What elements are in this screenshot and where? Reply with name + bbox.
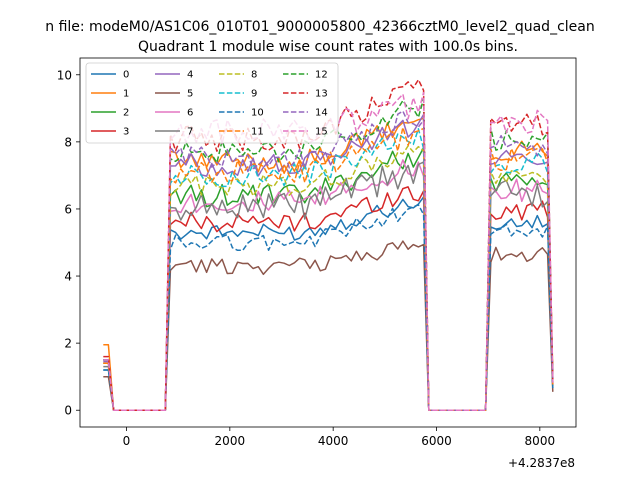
- legend-label-13: 13: [315, 89, 328, 100]
- legend-label-2: 2: [123, 108, 129, 119]
- y-tick-label: 10: [57, 68, 72, 82]
- figure-suptitle: n file: modeM0/AS1C06_010T01_9000005800_…: [45, 19, 594, 35]
- legend-label-10: 10: [251, 108, 264, 119]
- x-axis: 0 2000 4000 6000 8000: [123, 427, 555, 448]
- legend-box: [85, 62, 339, 144]
- legend-label-11: 11: [251, 127, 264, 138]
- legend-label-5: 5: [187, 89, 193, 100]
- series-line-14: [103, 110, 554, 411]
- legend-label-14: 14: [315, 108, 328, 119]
- legend-label-15: 15: [315, 127, 328, 138]
- y-tick-label: 6: [64, 202, 72, 216]
- legend-label-12: 12: [315, 70, 328, 81]
- legend-label-4: 4: [187, 70, 193, 81]
- legend-label-7: 7: [187, 127, 193, 138]
- legend-label-8: 8: [251, 70, 257, 81]
- x-tick-label: 0: [123, 434, 131, 448]
- x-tick-label: 2000: [215, 434, 246, 448]
- chart-title: Quadrant 1 module wise count rates with …: [138, 39, 518, 55]
- plot-area-border: [79, 57, 577, 428]
- y-axis: 0 2 4 6 8 10: [57, 68, 80, 418]
- series-line-11: [103, 126, 554, 411]
- y-tick-label: 8: [64, 135, 72, 149]
- legend-label-3: 3: [123, 127, 129, 138]
- x-tick-label: 6000: [421, 434, 452, 448]
- legend-label-1: 1: [123, 89, 129, 100]
- series-line-10: [103, 204, 554, 411]
- x-tick-label: 4000: [318, 434, 349, 448]
- series-line-12: [103, 98, 554, 411]
- y-tick-label: 0: [64, 404, 72, 418]
- plot-lines: [103, 78, 554, 411]
- legend-label-0: 0: [123, 70, 129, 81]
- legend-label-6: 6: [187, 108, 193, 119]
- y-tick-label: 2: [64, 337, 72, 351]
- axes-frame: [79, 57, 577, 428]
- x-tick-label: 8000: [525, 434, 556, 448]
- y-tick-label: 4: [64, 270, 72, 284]
- legend-label-9: 9: [251, 89, 257, 100]
- x-offset-label: +4.2837e8: [508, 456, 575, 470]
